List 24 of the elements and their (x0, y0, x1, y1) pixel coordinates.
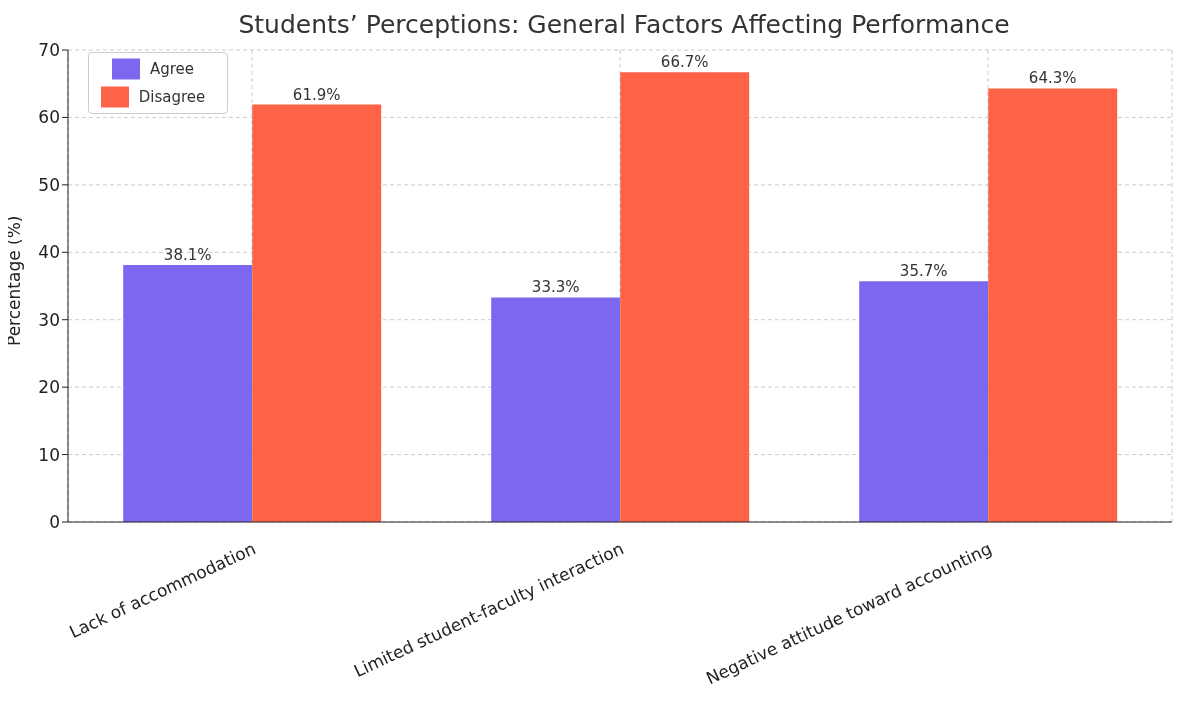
y-tick-label: 10 (38, 444, 60, 465)
data-label: 35.7% (899, 262, 948, 281)
data-label: 61.9% (292, 85, 341, 104)
y-tick-label: 30 (38, 309, 60, 330)
data-label: 66.7% (660, 53, 709, 72)
y-tick-label: 40 (38, 242, 60, 263)
y-tick-label: 60 (38, 107, 60, 128)
bar (988, 88, 1118, 522)
bar (252, 104, 382, 522)
y-tick-label: 20 (38, 377, 60, 398)
data-label: 38.1% (163, 246, 212, 265)
y-tick-label: 0 (49, 512, 60, 533)
bar (491, 297, 621, 522)
chart-title: Students’ Perceptions: General Factors Affecting Performance (237, 9, 1011, 41)
data-label: 33.3% (531, 278, 580, 297)
bar (859, 281, 989, 522)
legend-label: Disagree (138, 87, 206, 106)
bar (123, 265, 253, 522)
data-label: 64.3% (1028, 69, 1077, 88)
y-tick-label: 50 (38, 174, 60, 195)
y-axis-title: Percentage (%) (4, 215, 25, 346)
legend-label: Agree (149, 59, 195, 78)
bar (620, 72, 750, 522)
y-tick-label: 70 (38, 40, 60, 61)
